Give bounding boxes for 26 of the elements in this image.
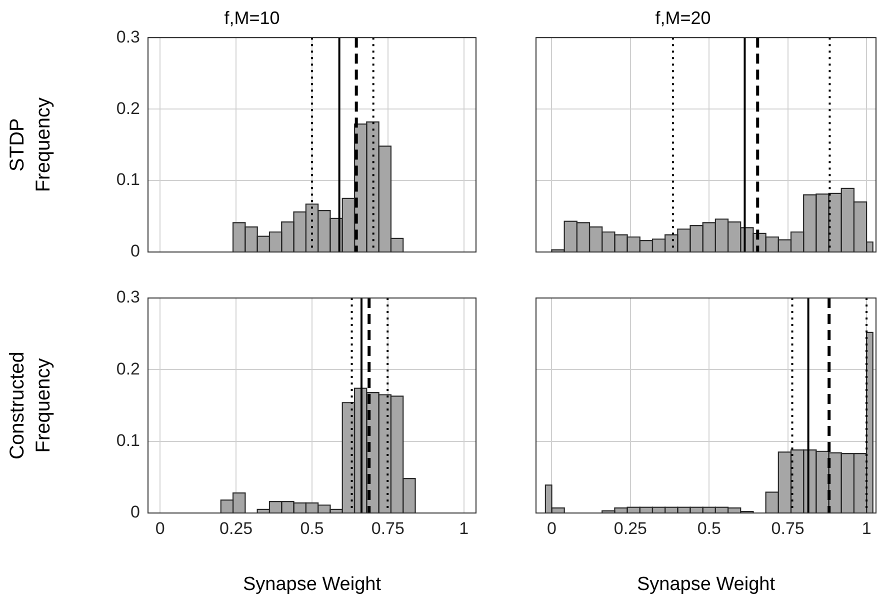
y-tick-label: 0 — [130, 242, 140, 261]
y-tick-label: 0.3 — [116, 27, 140, 46]
x-axis-title: Synapse Weight — [242, 574, 382, 595]
x-tick-label: 0.5 — [300, 518, 324, 538]
text: Constructed — [6, 352, 29, 460]
x-tick-label: 0.25 — [220, 518, 253, 538]
y-axis-title: Frequency — [32, 98, 55, 192]
x-tick-label: 0.25 — [614, 518, 647, 538]
x-tick-label: 0.75 — [771, 518, 804, 538]
y-tick-label: 0 — [130, 502, 140, 522]
y-tick-label: 0.1 — [116, 431, 140, 450]
text: STDP — [6, 118, 29, 172]
x-tick-label: 1 — [862, 518, 872, 538]
x-axis-title: Synapse Weight — [636, 574, 776, 595]
y-axis-title: Frequency — [32, 358, 55, 453]
y-tick-label: 0.3 — [116, 288, 140, 307]
x-tick-label: 0.75 — [371, 518, 404, 538]
x-tick-label: 0.5 — [697, 518, 721, 538]
x-tick-label: 1 — [459, 518, 469, 538]
chart-title: f,M=10 — [224, 8, 280, 28]
y-tick-label: 0.2 — [116, 98, 140, 118]
x-tick-label: 0 — [155, 518, 165, 538]
y-tick-label: 0.1 — [116, 170, 140, 190]
y-tick-label: 0.2 — [116, 359, 140, 378]
x-tick-label: 0 — [547, 518, 556, 538]
chart-title: f,M=20 — [655, 8, 711, 28]
